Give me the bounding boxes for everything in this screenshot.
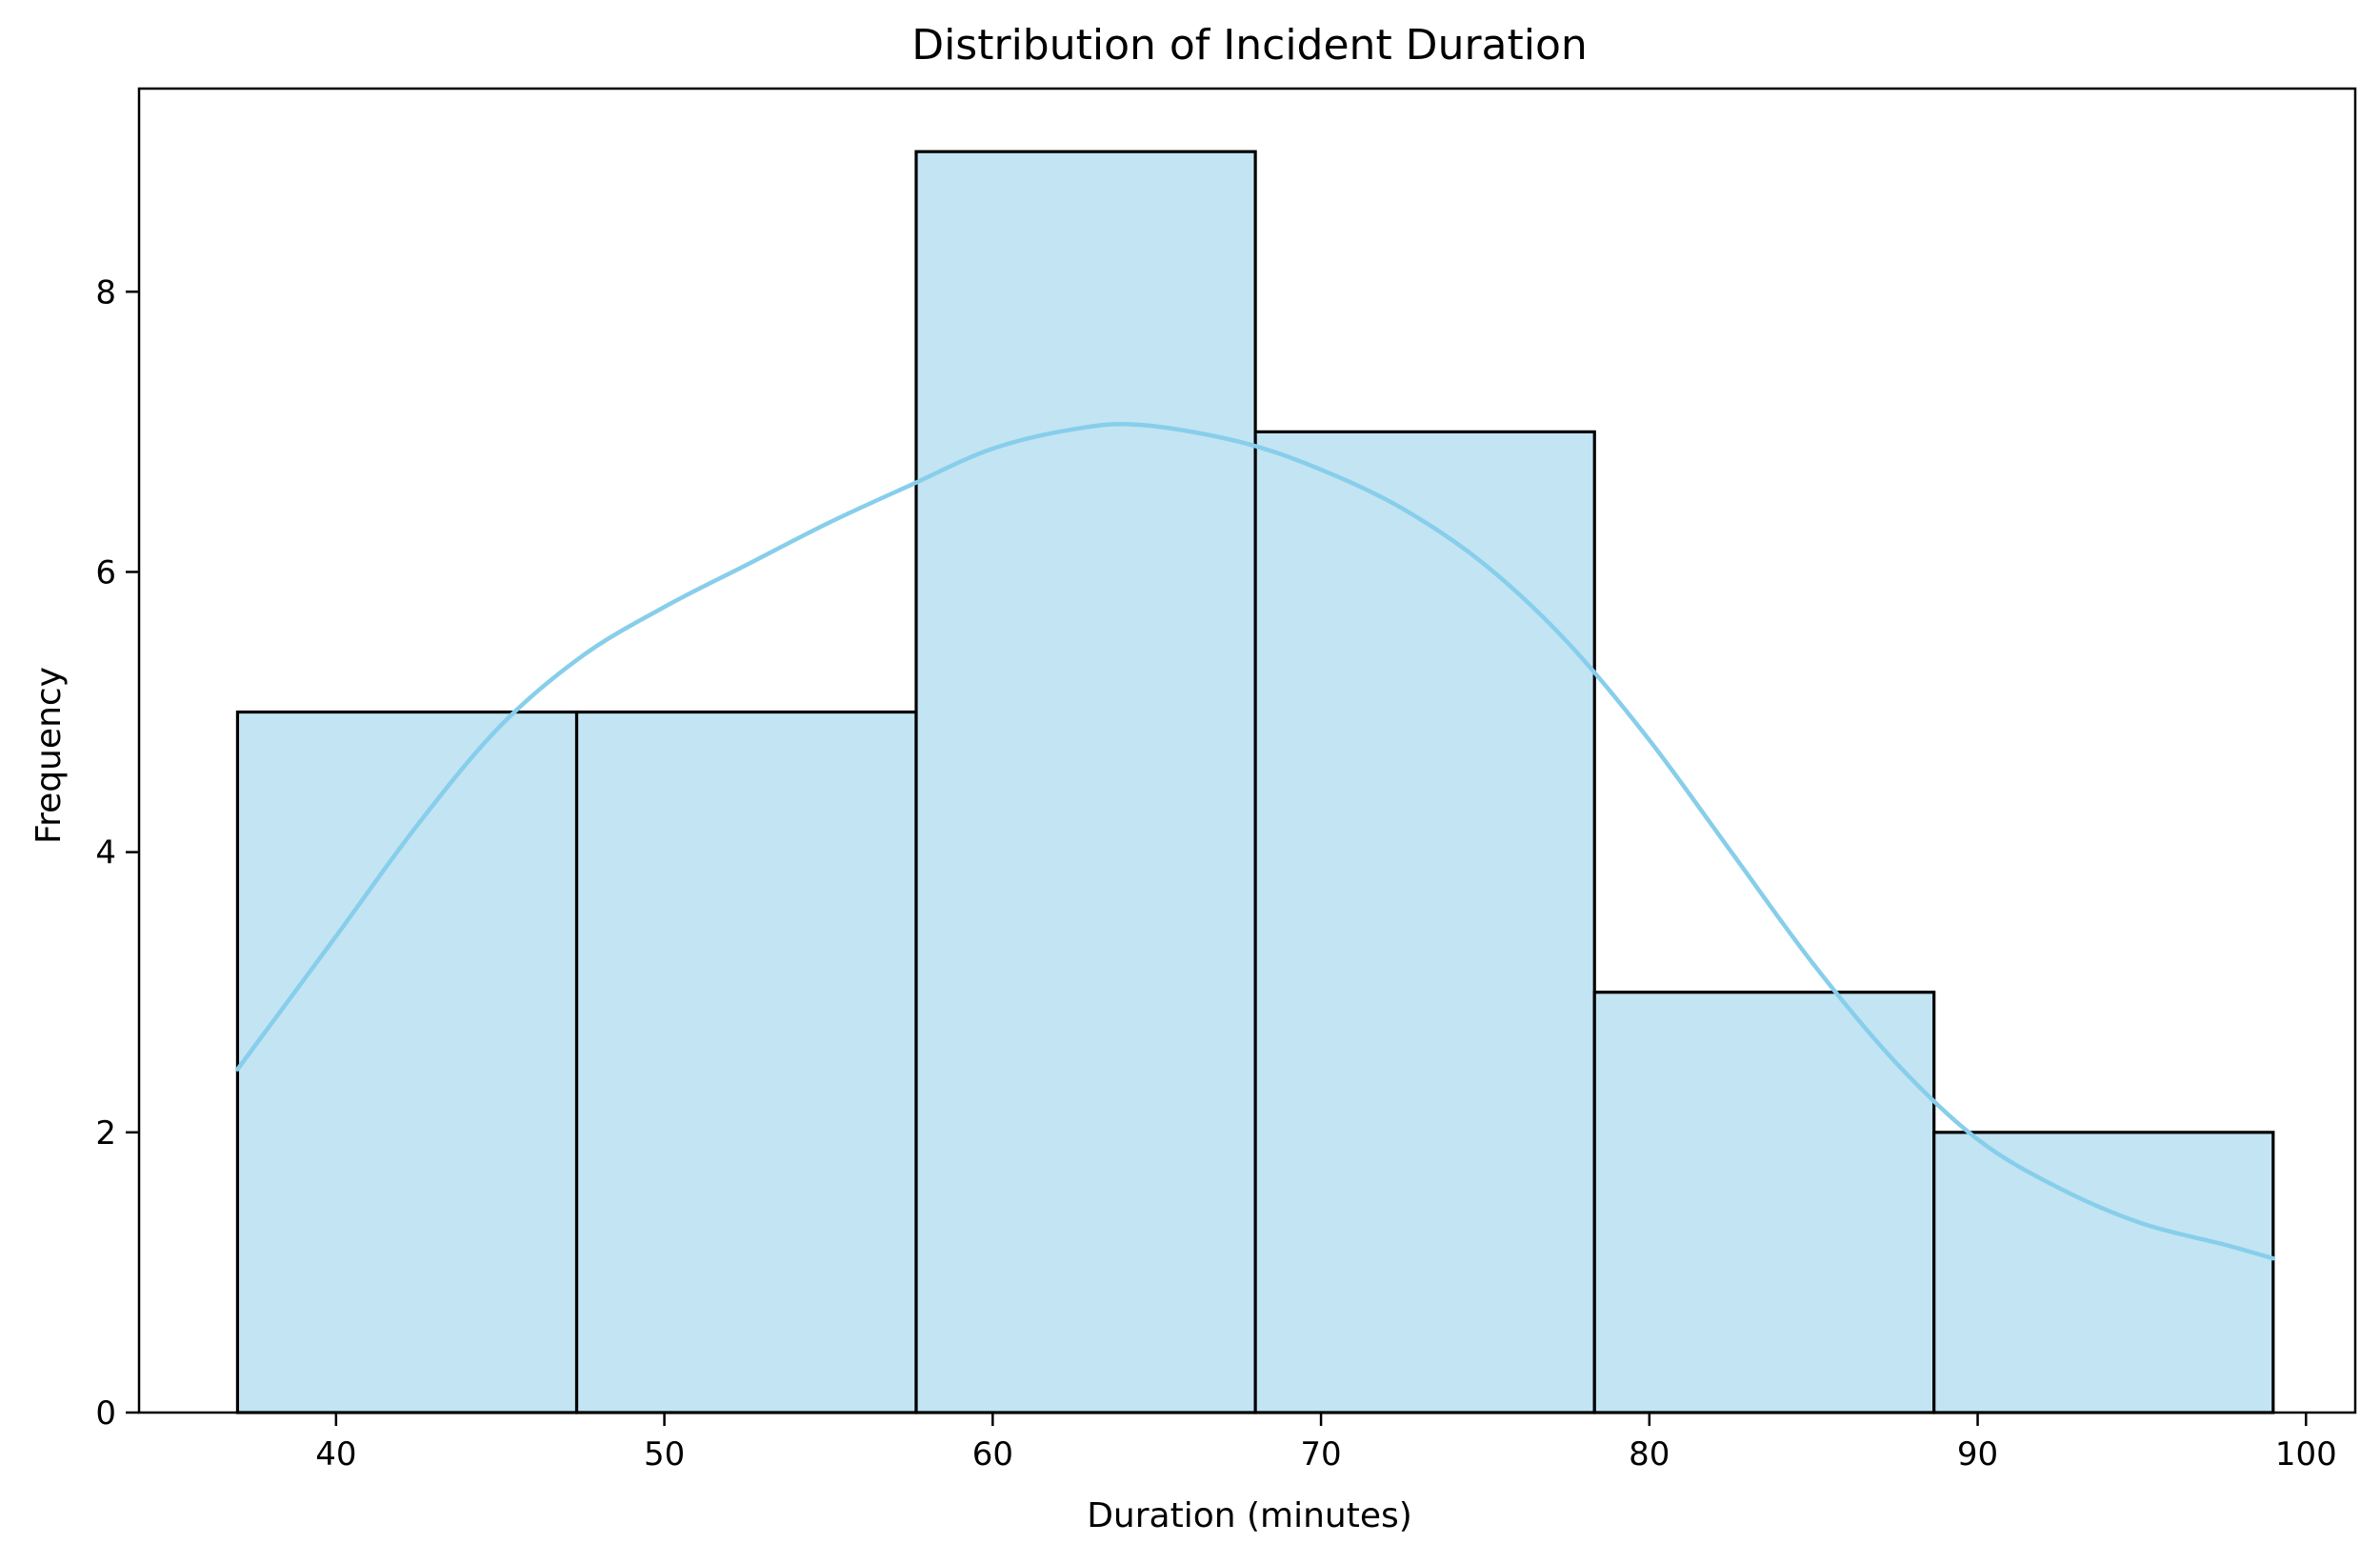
- x-tick-label: 80: [1629, 1435, 1670, 1474]
- x-axis-label: Duration (minutes): [1087, 1496, 1412, 1535]
- x-tick-label: 50: [644, 1435, 685, 1474]
- x-tick-label: 70: [1300, 1435, 1341, 1474]
- x-tick-label: 100: [2275, 1435, 2337, 1474]
- histogram-bar-4: [1253, 430, 1596, 1414]
- x-ticks: 40 50 60 70 80 90 100: [315, 1413, 2337, 1474]
- y-tick-label: 2: [95, 1114, 116, 1153]
- histogram-bar-6: [1932, 1131, 2275, 1414]
- plot-frame: [137, 87, 2357, 1414]
- x-tick-label: 60: [972, 1435, 1013, 1474]
- y-tick-label: 6: [95, 553, 116, 592]
- histogram-bar-2: [574, 710, 918, 1414]
- kde-layer: [235, 421, 2276, 1261]
- chart-title: Distribution of Incident Duration: [911, 21, 1588, 70]
- histogram-bar-1: [235, 710, 579, 1414]
- histogram-bar-5: [1592, 991, 1936, 1414]
- y-tick-label: 0: [95, 1394, 116, 1433]
- y-axis-label: Frequency: [30, 667, 69, 844]
- x-tick-label: 40: [315, 1435, 356, 1474]
- x-tick-label: 90: [1957, 1435, 1998, 1474]
- y-tick-label: 8: [95, 273, 116, 311]
- bars-layer: [235, 150, 2275, 1414]
- y-ticks: 0 2 4 6 8: [95, 273, 139, 1433]
- y-tick-label: 4: [95, 834, 116, 872]
- kde-line: [235, 421, 2276, 1261]
- axes-layer: [137, 87, 2357, 1414]
- histogram-bar-3: [914, 150, 1257, 1414]
